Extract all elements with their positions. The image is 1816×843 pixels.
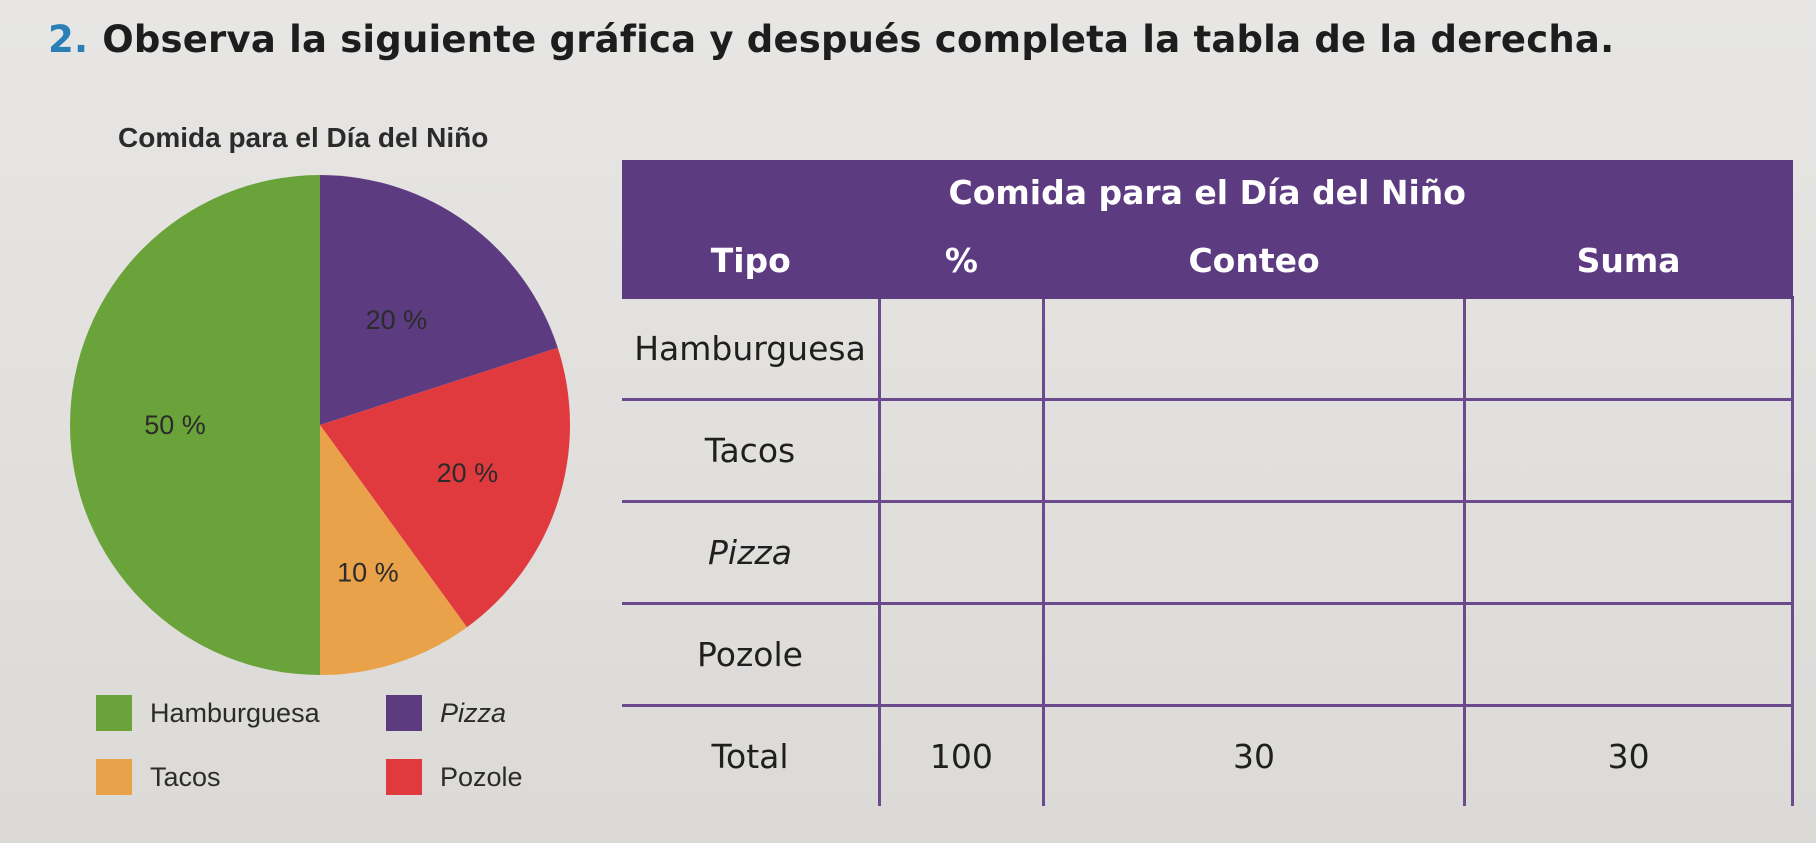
pie-chart: 20 % 20 % 10 % 50 % (70, 175, 571, 675)
exercise-instruction: 2. Observa la siguiente gráfica y después… (48, 18, 1614, 61)
legend-swatch-pozole (386, 759, 422, 795)
legend-item-pozole: Pozole (386, 759, 523, 795)
table-row: Tacos (622, 398, 1794, 503)
pie-slice-pozole (320, 347, 571, 628)
cell-suma-tacos[interactable] (1463, 398, 1794, 503)
legend-item-pizza: Pizza (386, 695, 506, 731)
table-header-row: Tipo % Conteo Suma (622, 224, 1793, 299)
legend-swatch-tacos (96, 759, 132, 795)
table-title: Comida para el Día del Niño (622, 160, 1793, 224)
header-tipo: Tipo (622, 224, 880, 299)
row-label-pozole: Pozole (622, 602, 881, 707)
header-conteo: Conteo (1043, 224, 1465, 299)
cell-percent-tacos[interactable] (878, 398, 1045, 503)
exercise-text: Observa la siguiente gráfica y después c… (102, 18, 1615, 61)
exercise-number: 2. (48, 18, 89, 61)
pie-label-tacos: 10 % (337, 557, 399, 587)
table-row: Pizza (622, 500, 1794, 605)
cell-percent-pizza[interactable] (878, 500, 1045, 605)
header-suma: Suma (1464, 224, 1793, 299)
cell-suma-pizza[interactable] (1463, 500, 1794, 605)
cell-percent-total: 100 (878, 704, 1045, 806)
legend-item-hamburguesa: Hamburguesa (96, 695, 320, 731)
cell-conteo-pizza[interactable] (1041, 500, 1467, 605)
chart-legend: Hamburguesa Pizza Tacos Pozole (96, 695, 556, 805)
table-total-row: Total 100 30 30 (622, 704, 1794, 806)
table-row: Hamburguesa (622, 296, 1794, 401)
cell-percent-pozole[interactable] (878, 602, 1045, 707)
cell-conteo-tacos[interactable] (1041, 398, 1467, 503)
legend-label-pozole: Pozole (440, 761, 523, 792)
pie-label-hamburguesa: 50 % (144, 410, 206, 440)
row-label-pizza: Pizza (622, 500, 881, 605)
legend-item-tacos: Tacos (96, 759, 221, 795)
cell-conteo-pozole[interactable] (1041, 602, 1467, 707)
row-label-total: Total (622, 704, 881, 806)
cell-suma-pozole[interactable] (1463, 602, 1794, 707)
cell-conteo-hamburguesa[interactable] (1041, 296, 1467, 401)
table-title-row: Comida para el Día del Niño (622, 160, 1793, 224)
pie-label-pizza: 20 % (366, 305, 428, 335)
cell-percent-hamburguesa[interactable] (878, 296, 1045, 401)
legend-swatch-hamburguesa (96, 695, 132, 731)
chart-title: Comida para el Día del Niño (118, 122, 489, 153)
cell-conteo-total: 30 (1041, 704, 1467, 806)
legend-label-tacos: Tacos (150, 761, 221, 792)
pie-label-pozole: 20 % (437, 458, 499, 488)
legend-swatch-pizza (386, 695, 422, 731)
row-label-tacos: Tacos (622, 398, 881, 503)
header-percent: % (879, 224, 1044, 299)
pie-slice-tacos (320, 425, 467, 675)
pie-slice-pizza (320, 175, 558, 425)
legend-label-pizza: Pizza (440, 697, 507, 728)
table-row: Pozole (622, 602, 1794, 707)
food-table: Comida para el Día del Niño Tipo % Conte… (622, 160, 1794, 806)
food-table-container: Comida para el Día del Niño Tipo % Conte… (622, 160, 1794, 806)
cell-suma-hamburguesa[interactable] (1463, 296, 1794, 401)
cell-suma-total: 30 (1463, 704, 1794, 806)
row-label-hamburguesa: Hamburguesa (622, 296, 881, 401)
pie-slice-hamburguesa (70, 175, 320, 675)
legend-label-hamburguesa: Hamburguesa (150, 697, 320, 728)
